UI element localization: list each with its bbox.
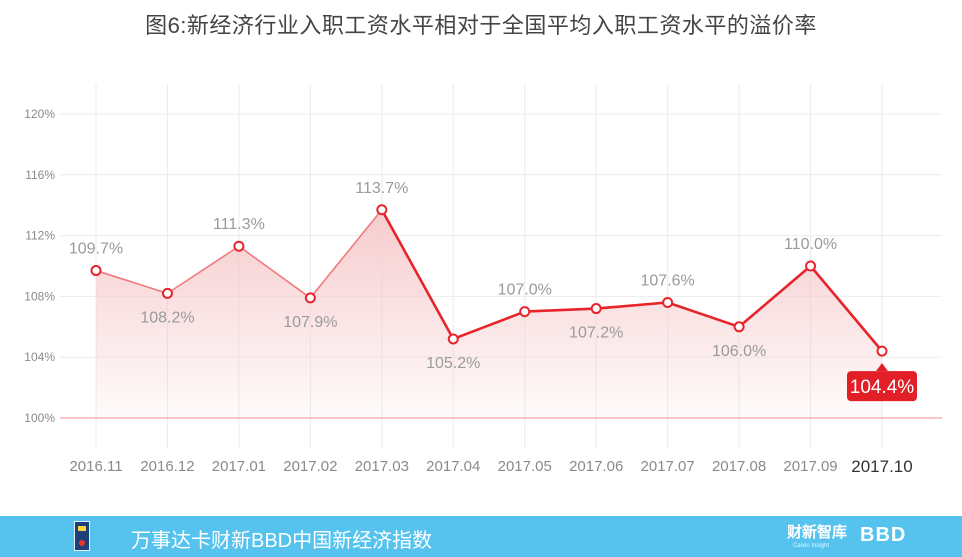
data-label: 110.0% (784, 236, 837, 253)
x-tick-label: 2017.05 (498, 458, 552, 475)
series-line-segment (238, 245, 312, 299)
x-tick-label: 2017.04 (426, 458, 480, 475)
data-label: 107.9% (283, 314, 337, 331)
callout-pointer (876, 363, 888, 372)
x-tick-label: 2017.01 (212, 458, 266, 475)
series-line-segment (95, 269, 169, 295)
data-point (733, 321, 745, 333)
footer-text: 万事达卡财新BBD中国新经济指数 (131, 530, 433, 552)
area-fill (96, 209, 882, 418)
series-line-segment (809, 264, 884, 353)
x-tick-label: 2017.06 (569, 458, 623, 475)
caixin-insight-logo: 财新智库 (787, 524, 848, 541)
data-point (805, 260, 817, 272)
series-line-segment (523, 307, 598, 313)
x-tick-label: 2016.12 (140, 458, 194, 475)
chart-title: 图6:新经济行业入职工资水平相对于全国平均入职工资水平的溢价率 (145, 13, 817, 38)
data-label: 107.6% (641, 272, 695, 289)
y-tick-label: 120% (24, 107, 55, 121)
data-label: 111.3% (213, 216, 265, 233)
data-point (90, 265, 102, 277)
series-line-segment (380, 208, 455, 341)
data-point (304, 292, 316, 304)
y-tick-label: 104% (24, 350, 55, 364)
y-tick-label: 108% (24, 289, 55, 303)
data-point (233, 240, 245, 252)
data-label: 106.0% (712, 343, 766, 360)
y-tick-label: 100% (24, 411, 55, 425)
data-label-highlight: 104.4% (850, 377, 915, 398)
data-point (876, 345, 888, 357)
data-point (376, 204, 388, 216)
data-label: 105.2% (426, 355, 480, 372)
data-point (447, 333, 459, 345)
data-point (590, 303, 602, 315)
x-tick-label: 2017.08 (712, 458, 766, 475)
data-label: 108.2% (140, 309, 194, 326)
data-label: 113.7% (355, 180, 408, 197)
data-label: 107.0% (498, 282, 552, 299)
chart-svg: 100% 104% 108% 112% 116% 120% 2016.11 2016.12 20… (24, 84, 942, 476)
data-label: 107.2% (569, 325, 623, 342)
footer-bar: 万事达卡财新BBD中国新经济指数 财新智库 Caixin Insight BBD (0, 516, 962, 557)
y-tick-label: 116% (25, 168, 55, 182)
data-point (161, 287, 173, 299)
data-label: 109.7% (69, 241, 123, 258)
y-tick-label: 112% (25, 229, 55, 243)
caixin-insight-subtitle: Caixin Insight (793, 543, 830, 549)
x-tick-label: 2017.07 (641, 458, 695, 475)
series-line-segment (309, 208, 383, 299)
x-tick-label: 2017.09 (783, 458, 837, 475)
bbd-logo: BBD (860, 524, 907, 546)
callout-box (847, 371, 917, 402)
data-point (519, 306, 531, 318)
series-line-segment (666, 301, 741, 329)
series-line-segment (451, 310, 527, 341)
x-tick-label: 2017.02 (283, 458, 337, 475)
x-tick-label: 2016.11 (69, 458, 122, 475)
x-tick-label: 2017.03 (355, 458, 409, 475)
data-point (662, 296, 674, 308)
series-line-segment (166, 245, 240, 295)
series-line-segment (594, 301, 669, 310)
x-tick-label: 2017.10 (851, 457, 912, 476)
ne-logo-icon (74, 521, 90, 551)
series-line-segment (737, 264, 812, 329)
